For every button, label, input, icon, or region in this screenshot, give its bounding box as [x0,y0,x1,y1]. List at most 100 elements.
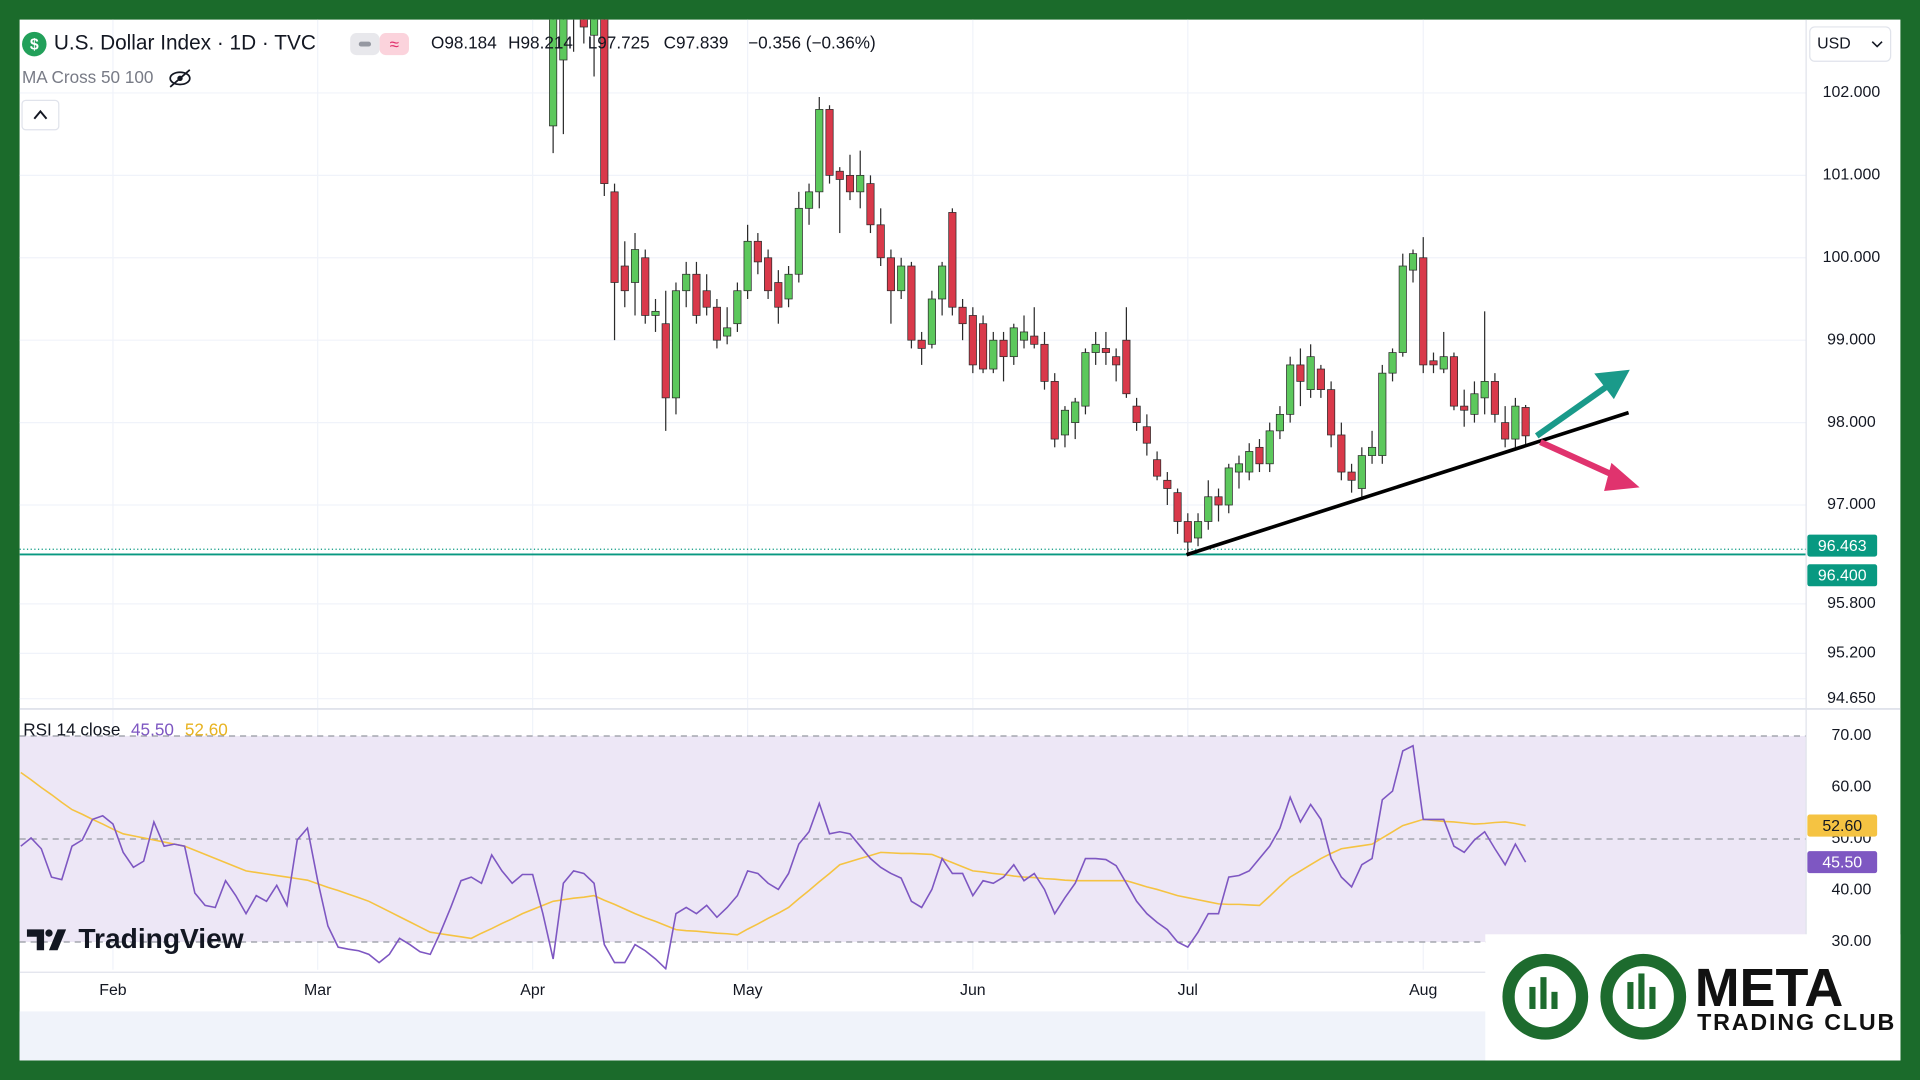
candle-body [1327,389,1336,436]
candle-body [1286,364,1295,415]
rsi-pane [19,735,1807,970]
candle-body [1439,356,1448,370]
rsi-legend-value: 45.50 [131,720,174,740]
price-pane [19,19,1807,556]
candle-body [1470,393,1479,415]
candle-body [1153,459,1162,477]
candle-body [989,339,998,370]
currency-label: USD [1817,35,1851,52]
collapse-button[interactable] [21,99,60,131]
candle-body [948,212,957,308]
candle-body [1398,265,1407,353]
candle-body [1040,343,1049,382]
candle-body [1112,356,1121,366]
currency-selector[interactable] [1809,26,1892,62]
trend-line [1185,410,1630,557]
candle-body [1316,368,1325,391]
rsi-legend-title: RSI 14 close [23,720,120,740]
candle-body [682,273,691,292]
candle-body [825,109,834,176]
rsi-tick-label: 30.00 [1832,933,1872,950]
ohlc-change: −0.356 (−0.36%) [748,33,876,53]
candle-body [784,273,793,300]
currency-chevron [1871,41,1883,48]
candle-body [1388,352,1397,374]
candle-body [1009,327,1018,358]
axis-badge-label: 45.50 [1822,855,1862,872]
price-tick-label: 100.000 [1823,249,1881,266]
candle-body [1460,405,1469,411]
time-tick-label: May [733,982,763,999]
rsi-tick-label: 60.00 [1832,779,1872,796]
toggle-pill-icon: ≈ [390,34,399,54]
candle-body [1296,364,1305,382]
price-tick-label: 101.000 [1823,167,1881,184]
collapse-icon [33,109,48,120]
candle-body [845,174,855,193]
candle-body [1060,409,1070,436]
candle-body [579,19,588,28]
price-tick-label: 95.800 [1827,595,1876,612]
candle-body [1480,381,1489,399]
rsi-line [20,771,1526,940]
up-arrow [1534,369,1630,439]
candle-body [702,290,711,308]
candle-body [723,327,732,337]
candle-body [712,306,721,341]
visibility-icon[interactable] [169,69,191,88]
candle-body [1337,434,1346,473]
candle-body [661,323,670,399]
candle-body [733,290,742,325]
candle-body [1449,356,1459,407]
symbol-icon [22,31,47,57]
rsi-legend-value: 52.60 [185,720,228,740]
candle-body [1224,467,1233,506]
candle-body [1081,352,1090,407]
candle-body [835,170,844,180]
candle-body [999,339,1008,358]
candle-body [794,207,803,275]
axis-badge [1807,851,1878,874]
candle-body [1101,348,1110,353]
time-tick-label: Jun [960,982,986,999]
time-tick-label: Feb [99,982,127,999]
candle-body [1204,496,1213,522]
candle-body [1429,360,1438,366]
candle-body [1132,405,1141,423]
candle-body [549,19,558,127]
candle-body [927,298,936,345]
candle-body [805,191,814,209]
ohlc-close: C97.839 [664,33,729,53]
candle-body [1091,343,1100,353]
candle-body [1050,381,1059,440]
candle-body [1378,372,1387,456]
candle-body [1275,413,1284,432]
candle-body [1265,430,1274,465]
candle-body [958,306,967,325]
candle-body [1368,446,1377,456]
watermark-title: META [1695,958,1844,1018]
toggle-pill[interactable] [379,33,409,56]
candle-body [866,183,875,226]
candle-body [1163,479,1172,489]
candle-body [886,257,895,292]
ohlc-open: O98.184 [431,33,497,53]
candle-body [1019,331,1029,341]
axis-badge [1807,564,1878,587]
watermark-subtitle: TRADING CLUB [1697,1009,1896,1035]
candle-body [764,257,773,292]
down-arrow [1539,439,1640,492]
candle-body [968,315,977,366]
candle-body [917,339,926,349]
axis-badge-label: 96.400 [1818,568,1867,585]
candle-body [620,265,629,292]
price-tick-label: 95.200 [1827,645,1876,662]
candle-body [1071,401,1080,423]
candle-body [938,265,947,300]
candle-body [590,19,599,36]
candle-body [1173,492,1182,522]
candle-body [743,240,752,292]
candle-body [1030,335,1039,345]
